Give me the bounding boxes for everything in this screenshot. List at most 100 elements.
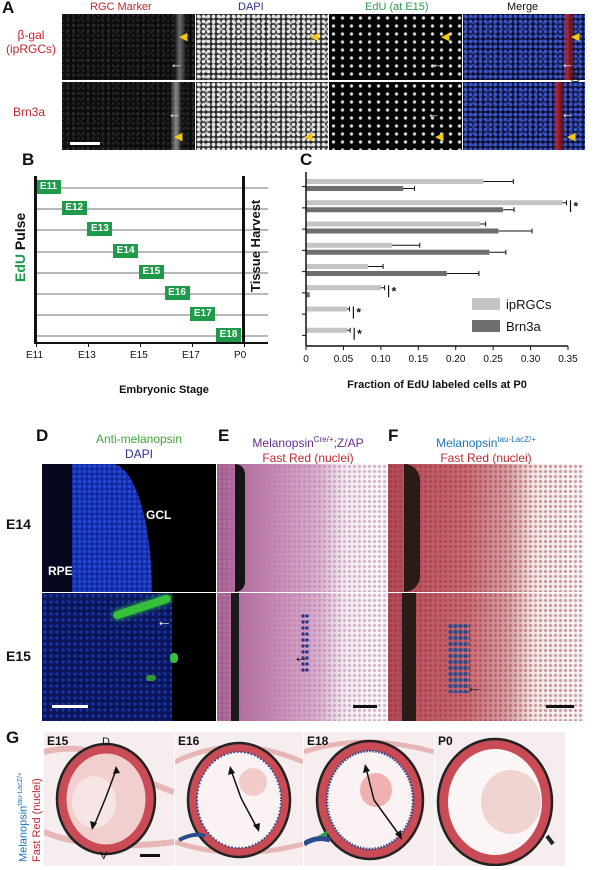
b-side-label-edu: EdU [12,254,28,282]
bar-iprgcs-e16 [306,285,381,291]
pulse-box-e16: E16 [164,286,190,300]
legend-swatch-iprgcs [472,298,500,310]
e-title: MelanopsinCre/+;Z/AP Fast Red (nuclei) [222,432,394,466]
channel-label-rgc-marker: RGC Marker [90,1,152,13]
significance-star-e12: * [574,199,579,213]
micrograph-a-rgc-brn3a: ← ◀ [62,82,195,150]
bar-brn3a-e14 [306,249,490,255]
f-title-main: Melanopsin [436,436,498,450]
micrograph-a-merge-brn3a: ← ◀ [463,82,585,150]
rpe-label: RPE [48,564,73,578]
b-tick-mark [244,342,245,347]
legend-label-iprgcs: ipRGCs [506,297,552,312]
row-label-bgal-line2: (ipRGCs) [6,42,56,56]
micrograph-a-edu-brn3a: ← ◀ [329,82,462,150]
panel-letter-f: F [388,426,399,445]
significance-star-e16: * [392,284,397,298]
d-title-line2: DAPI [124,447,153,461]
b-tick-e13: E13 [78,350,96,361]
b-tick-mark [36,342,37,347]
black-arrow-icon: ← [466,679,482,696]
white-arrow-icon: ← [170,56,183,71]
pulse-box-e18: E18 [216,328,241,343]
pulse-line-e11 [36,187,268,189]
panel-letter-g: G [6,728,20,747]
pulse-line-e16 [36,293,268,295]
c-x-tick-label: 0.20 [446,354,466,365]
row-label-brn3a: Brn3a [12,105,46,119]
d-title: Anti-melanopsin DAPI [64,432,214,462]
g-side-main: Melanopsin [17,805,30,862]
bar-iprgcs-e18 [306,327,348,333]
bar-iprgcs-e11 [306,179,484,184]
panel-letter-d: D [36,426,49,445]
ventral-label: V [100,850,108,862]
pulse-line-e17 [36,314,268,317]
bar-iprgcs-e17 [306,306,348,312]
channel-label-dapi: DAPI [238,1,264,13]
scale-bar [70,142,100,145]
scale-bar [52,705,88,708]
bar-brn3a-e11 [306,186,404,191]
side-label-p0: P0 [568,68,582,83]
b-tick-e11: E11 [26,350,44,361]
c-x-tick-label: 0.35 [558,354,578,365]
g-stage-e15: E15 [47,734,69,748]
g-stage-e16: E16 [178,734,200,748]
e-title-line1: MelanopsinCre/+;Z/AP [222,432,394,451]
pulse-box-e15: E15 [138,264,164,279]
micrograph-e-e14 [217,464,387,592]
b-tick-e17: E17 [182,350,200,361]
pulse-line-e13 [36,229,268,232]
micrograph-a-rgc-bgal: ◀ ← [62,14,195,80]
e-title-rest: ;Z/AP [333,436,364,450]
b-harvest-line [242,176,245,344]
yellow-arrowhead-icon: ◀ [174,131,183,143]
f-title: Melanopsintau-LacZ/+ Fast Red (nuclei) [396,432,576,466]
c-x-tick-label: 0.05 [334,354,354,365]
yellow-arrowhead-icon: ◀ [441,31,450,43]
row-label-e14: E14 [6,516,31,532]
bar-iprgcs-e14 [306,242,393,248]
yellow-arrowhead-icon: ◀ [179,31,188,43]
pulse-line-e18 [36,335,268,338]
bar-brn3a-e12 [306,207,503,213]
yellow-arrowhead-icon: ◀ [304,131,313,143]
white-arrow-icon: ← [156,613,172,630]
panel-letter-b: B [22,150,35,169]
channel-label-edu: EdU (at E15) [365,1,429,13]
b-tick-mark [140,342,141,347]
pulse-box-e12: E12 [61,201,87,216]
panel-letter-e: E [218,426,230,445]
micrograph-e-e15: ← [217,593,387,721]
eye-section-e16: E16 [175,732,303,866]
g-side-label-line1: Melanopsintau-LacZ/+ [14,772,31,862]
f-title-line2: Fast Red (nuclei) [440,451,532,465]
legend-swatch-brn3a [472,320,500,332]
white-arrow-icon: ← [296,106,309,121]
b-side-label: EdU Pulse [12,213,28,282]
scale-bar [353,705,377,708]
legend-label-brn3a: Brn3a [506,319,541,334]
micrograph-a-edu-bgal: ◀ ← [329,14,462,80]
eye-section-e15: E15 D V [44,732,174,866]
row-label-bgal-line1: β-gal [17,28,45,42]
pulse-box-e17: E17 [190,307,216,322]
c-x-tick-label: 0.10 [371,354,391,365]
c-xlabel: Fraction of EdU labeled cells at P0 [347,379,527,391]
pulse-line-e12 [36,208,268,211]
g-side-label: Melanopsintau-LacZ/+ Fast Red (nuclei) [14,772,44,862]
micrograph-a-merge-bgal: ◀ ← [463,14,585,80]
e-title-main: Melanopsin [252,436,314,450]
g-side-sup: tau-LacZ/+ [17,772,24,806]
white-arrow-icon: ← [427,106,440,121]
g-side-label-line2: Fast Red (nuclei) [30,778,43,862]
c-x-tick-label: 0.15 [409,354,429,365]
micrograph-a-dapi-bgal: ◀ ← [196,14,328,80]
c-x-tick-label: 0.25 [483,354,503,365]
white-arrow-icon: ← [168,106,181,121]
pulse-line-e14 [36,250,268,253]
pulse-box-e13: E13 [87,222,113,237]
white-arrow-icon: ← [431,56,444,71]
eye-section-p0: P0 [435,732,565,866]
